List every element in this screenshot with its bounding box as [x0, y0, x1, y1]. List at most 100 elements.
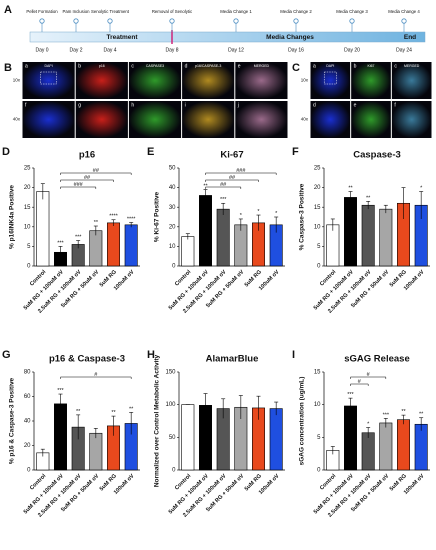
bracket-label: #	[358, 379, 362, 385]
bracket	[205, 172, 277, 175]
bar	[124, 224, 138, 267]
chart-title: Caspase-3	[353, 150, 401, 161]
timeline-bar	[29, 31, 426, 43]
y-tick-label: 15	[314, 370, 321, 376]
image-letter: d	[313, 102, 316, 108]
event-label: Media Change 3	[336, 9, 368, 14]
chart-title: AlamarBlue	[206, 354, 259, 365]
bracket-label: #	[94, 372, 98, 378]
bar	[216, 208, 230, 267]
bracket-label: ##	[93, 168, 100, 174]
bracket	[205, 179, 259, 182]
image-letter: i	[185, 102, 186, 108]
pin	[39, 18, 45, 24]
stain-label: DAPI	[45, 64, 53, 68]
image-letter: f	[394, 102, 396, 108]
image-letter: e	[354, 102, 357, 108]
image-letter: c	[131, 63, 134, 69]
micro-image	[391, 62, 432, 99]
micro-image	[391, 101, 432, 138]
image-letter: d	[185, 63, 188, 69]
chart-title: Ki-67	[220, 150, 243, 161]
y-tick-label: 20	[24, 443, 31, 449]
day-label: Day 16	[288, 47, 304, 53]
y-tick-label: 80	[24, 370, 31, 376]
chart-title: p16 & Caspase-3	[49, 354, 125, 365]
y-tick-label: 20	[314, 185, 321, 191]
bracket-label: ###	[74, 182, 84, 188]
significance: ***	[57, 240, 64, 246]
image-letter: a	[313, 63, 316, 69]
significance: ***	[383, 412, 390, 418]
y-tick-label: 25	[314, 166, 321, 172]
image-letter: j	[237, 102, 239, 108]
micro-image	[75, 62, 128, 99]
panel-label: E	[147, 146, 154, 158]
day-label: Day 2	[69, 47, 82, 53]
y-tick-label: 15	[314, 205, 321, 211]
pin	[401, 18, 407, 24]
significance: **	[94, 220, 99, 226]
bar	[36, 191, 50, 267]
chart-title: sGAG Release	[344, 354, 409, 365]
micro-image	[235, 62, 288, 99]
panel-label: C	[292, 62, 300, 74]
bar	[54, 403, 67, 471]
stain-label: DAPI	[326, 64, 334, 68]
stain-label: p16	[99, 64, 105, 68]
stain-label: MERGED	[404, 64, 420, 68]
bracket-label: ###	[236, 168, 246, 174]
bracket	[60, 186, 97, 189]
event-label: Media Change 4	[388, 9, 420, 14]
micro-image	[182, 62, 235, 99]
y-tick-label: 50	[169, 166, 176, 172]
image-letter: b	[78, 63, 81, 69]
y-tick-label: 0	[27, 468, 31, 474]
pin	[349, 18, 355, 24]
phase-label: Media Changes	[266, 34, 314, 41]
y-tick-label: 20	[169, 224, 176, 230]
pin	[107, 18, 113, 24]
pin	[233, 18, 239, 24]
significance: **	[76, 409, 81, 415]
y-axis-label: % Caspase-3 Positive	[299, 183, 306, 250]
significance: *	[257, 209, 260, 215]
bar	[361, 432, 375, 471]
panel-label: F	[292, 146, 299, 158]
y-axis-label: Normalized over Control Metabolic Activi…	[154, 354, 161, 487]
panel-label: H	[147, 349, 155, 361]
significance: **	[366, 195, 371, 201]
stain-label: MERGED	[254, 64, 270, 68]
y-tick-label: 0	[27, 264, 31, 270]
bar	[326, 224, 340, 267]
y-axis-label: sGAG concentration (ug/mL)	[299, 377, 306, 466]
stain-label: Ki67	[367, 64, 374, 68]
bracket	[60, 179, 114, 182]
panel-label: G	[2, 349, 11, 361]
significance: *	[420, 185, 423, 191]
micro-image	[22, 62, 75, 99]
significance: ***	[57, 388, 64, 394]
significance: ****	[127, 216, 136, 222]
y-tick-label: 10	[24, 224, 31, 230]
day-label: Day 4	[103, 47, 116, 53]
y-tick-label: 150	[165, 370, 176, 376]
y-tick-label: 30	[169, 205, 176, 211]
y-tick-label: 10	[314, 402, 321, 408]
bracket-label: ##	[229, 175, 236, 181]
y-tick-label: 50	[169, 435, 176, 441]
event-label: Pellet Formation	[26, 9, 58, 14]
bar	[181, 404, 195, 471]
day-label: Day 24	[396, 47, 412, 53]
y-axis-label: % p16 & Caspase-3 Positive	[9, 377, 16, 464]
y-tick-label: 0	[172, 468, 176, 474]
y-tick-label: 20	[24, 185, 31, 191]
significance: **	[203, 184, 208, 190]
pin	[293, 18, 299, 24]
micro-image	[22, 101, 75, 138]
panel-label: B	[4, 62, 12, 74]
micro-image	[235, 101, 288, 138]
image-letter: c	[394, 63, 397, 69]
significance: ****	[109, 214, 118, 220]
